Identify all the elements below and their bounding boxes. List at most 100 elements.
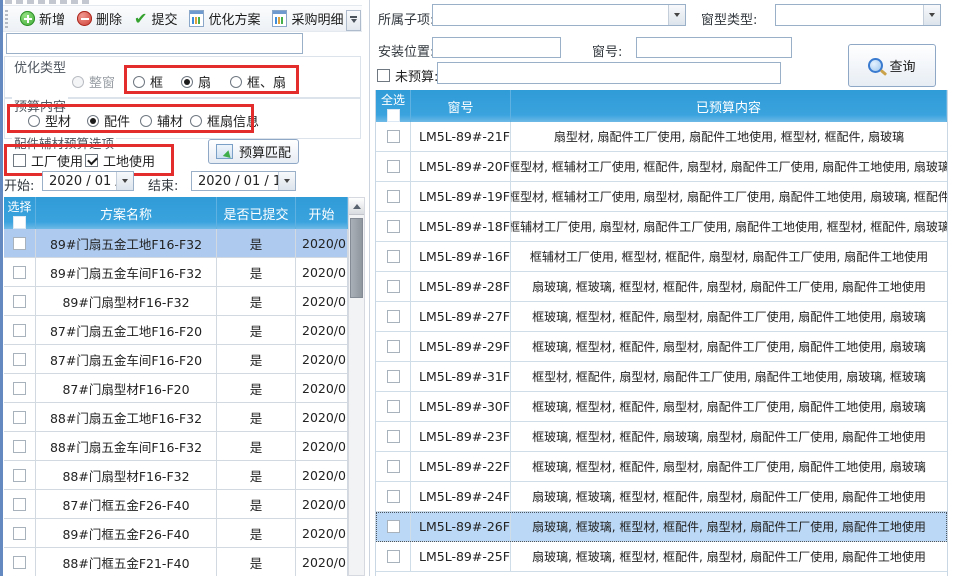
table-row[interactable]: LM5L-89#-30F28 框玻璃, 框型材, 框配件, 扇型材, 扇配件工厂… xyxy=(376,392,947,422)
table-row[interactable]: 88#门扇五金工地F16-F32 是 2020/0 xyxy=(4,403,348,432)
toolbar-overflow-button[interactable] xyxy=(346,10,361,31)
row-checkbox[interactable] xyxy=(386,520,400,533)
table-row[interactable]: 89#门扇五金车间F16-F32 是 2020/0 xyxy=(4,258,348,287)
start-date-dropdown-button[interactable] xyxy=(116,172,133,190)
row-checkbox[interactable] xyxy=(13,526,26,540)
window-type-dropdown[interactable] xyxy=(775,4,941,26)
select-all-checkbox[interactable] xyxy=(386,108,400,122)
row-checkbox[interactable] xyxy=(386,310,400,323)
table-row[interactable]: 89#门扇五金工地F16-F32 是 2020/0 xyxy=(4,229,348,258)
table-row[interactable]: 88#门扇型材F16-F32 是 2020/0 xyxy=(4,461,348,490)
checkbox-factory-use[interactable]: 工厂使用 xyxy=(13,151,83,170)
row-checkbox[interactable] xyxy=(386,280,400,293)
table-row[interactable]: LM5L-89#-25F23 扇玻璃, 框玻璃, 框型材, 框配件, 扇型材, … xyxy=(376,542,947,572)
row-checkbox[interactable] xyxy=(386,190,400,203)
row-checkbox[interactable] xyxy=(386,250,400,263)
no-budget-checkbox[interactable]: 未预算: xyxy=(377,66,438,85)
table-row[interactable]: LM5L-89#-23F21 框玻璃, 框型材, 框配件, 扇玻璃, 扇型材, … xyxy=(376,422,947,452)
optimize-plan-button[interactable]: 优化方案 xyxy=(183,7,266,30)
radio-accessory[interactable]: 配件 xyxy=(87,111,130,130)
row-checkbox[interactable] xyxy=(13,410,26,424)
row-checkbox[interactable] xyxy=(386,370,400,383)
row-checkbox[interactable] xyxy=(13,236,26,250)
row-checkbox[interactable] xyxy=(386,340,400,353)
row-checkbox[interactable] xyxy=(13,439,26,453)
plan-filter-input[interactable] xyxy=(6,33,303,54)
end-date-picker[interactable]: 2020 / 01 / 13 xyxy=(191,171,296,191)
table-row[interactable]: LM5L-89#-24F22 扇玻璃, 框玻璃, 框型材, 框配件, 扇型材, … xyxy=(376,482,947,512)
select-all-column-header[interactable]: 全选 xyxy=(376,90,411,122)
table-row[interactable]: 87#门扇五金车间F16-F20 是 2020/0 xyxy=(4,345,348,374)
table-row[interactable]: LM5L-89#-26F24 扇玻璃, 框玻璃, 框型材, 框配件, 扇型材, … xyxy=(376,512,947,542)
table-row[interactable]: LM5L-89#-18F16 框辅材工厂使用, 扇型材, 扇配件工厂使用, 扇配… xyxy=(376,212,947,242)
end-date-dropdown-button[interactable] xyxy=(278,172,295,190)
budgeted-content-cell: 框玻璃, 框型材, 框配件, 扇型材, 扇配件工厂使用, 扇配件工地使用, 扇玻… xyxy=(532,400,926,414)
delete-button[interactable]: 删除 xyxy=(71,7,128,30)
table-row[interactable]: 87#门扇五金工地F16-F20 是 2020/0 xyxy=(4,316,348,345)
add-button[interactable]: 新增 xyxy=(14,7,71,30)
table-row[interactable]: 87#门扇型材F16-F20 是 2020/0 xyxy=(4,374,348,403)
select-all-checkbox[interactable] xyxy=(13,215,26,229)
table-row[interactable]: LM5L-89#-20F18 框型材, 框辅材工厂使用, 框配件, 扇型材, 扇… xyxy=(376,152,947,182)
table-row[interactable]: 89#门扇型材F16-F32 是 2020/0 xyxy=(4,287,348,316)
radio-auxiliary[interactable]: 辅材 xyxy=(140,111,183,130)
row-checkbox[interactable] xyxy=(386,220,400,233)
row-checkbox[interactable] xyxy=(13,265,26,279)
row-checkbox[interactable] xyxy=(13,468,26,482)
table-row[interactable]: LM5L-89#-27F25 框玻璃, 框型材, 框配件, 扇型材, 扇配件工厂… xyxy=(376,302,947,332)
panel-splitter[interactable] xyxy=(369,0,370,576)
row-checkbox[interactable] xyxy=(386,550,400,563)
scrollbar-thumb[interactable] xyxy=(350,218,363,298)
checkbox-site-use[interactable]: 工地使用 xyxy=(85,151,155,170)
table-row[interactable]: LM5L-89#-22F20 框玻璃, 框型材, 框配件, 扇型材, 扇配件工厂… xyxy=(376,452,947,482)
row-checkbox[interactable] xyxy=(386,460,400,473)
submitted-column-header[interactable]: 是否已提交 xyxy=(217,197,296,229)
table-row[interactable]: LM5L-89#-19F17 框型材, 框辅材工厂使用, 扇型材, 扇配件工厂使… xyxy=(376,182,947,212)
query-button[interactable]: 查询 xyxy=(848,44,936,87)
window-no-column-header[interactable]: 窗号 xyxy=(411,90,511,122)
sub-item-dropdown-button[interactable] xyxy=(668,5,685,25)
table-row[interactable]: 88#门扇五金车间F16-F32 是 2020/0 xyxy=(4,432,348,461)
window-type-dropdown-button[interactable] xyxy=(923,5,940,25)
radio-whole-window[interactable]: 整窗 xyxy=(72,72,115,91)
table-row[interactable]: LM5L-89#-31F29 框型材, 框配件, 扇型材, 扇配件工厂使用, 扇… xyxy=(376,362,947,392)
budget-match-button[interactable]: 预算匹配 xyxy=(208,139,299,164)
no-budget-input[interactable] xyxy=(437,62,781,84)
toolbar-grip[interactable] xyxy=(5,9,8,28)
table-row[interactable]: LM5L-89#-16F15 框辅材工厂使用, 框型材, 框配件, 扇型材, 扇… xyxy=(376,242,947,272)
table-row[interactable]: 87#门框五金F26-F40 是 2020/0 xyxy=(4,490,348,519)
table-row[interactable]: LM5L-89#-28F26 扇玻璃, 框玻璃, 框型材, 框配件, 扇型材, … xyxy=(376,272,947,302)
row-checkbox[interactable] xyxy=(13,497,26,511)
select-column-header[interactable]: 选择 xyxy=(4,197,36,229)
row-checkbox[interactable] xyxy=(13,294,26,308)
sub-item-dropdown[interactable] xyxy=(432,4,686,26)
row-checkbox[interactable] xyxy=(386,400,400,413)
radio-frame-sash[interactable]: 框、扇 xyxy=(230,72,286,91)
start-date-picker[interactable]: 2020 / 01 / 1 xyxy=(42,171,134,191)
plan-name-column-header[interactable]: 方案名称 xyxy=(36,197,217,229)
window-no-cell: LM5L-89#-27F25 xyxy=(411,302,511,331)
budgeted-content-column-header[interactable]: 已预算内容 xyxy=(511,90,947,122)
table-row[interactable]: LM5L-89#-29F27 框玻璃, 框型材, 框配件, 扇型材, 扇配件工厂… xyxy=(376,332,947,362)
plan-table-scrollbar[interactable] xyxy=(348,197,365,576)
install-position-input[interactable] xyxy=(432,37,561,58)
window-no-input[interactable] xyxy=(636,37,792,58)
row-checkbox[interactable] xyxy=(13,352,26,366)
radio-frame-sash-info[interactable]: 框扇信息 xyxy=(190,111,259,130)
table-row[interactable]: LM5L-89#-21F19 扇型材, 扇配件工厂使用, 扇配件工地使用, 框型… xyxy=(376,122,947,152)
row-checkbox[interactable] xyxy=(386,490,400,503)
row-checkbox[interactable] xyxy=(386,130,400,143)
row-checkbox[interactable] xyxy=(386,430,400,443)
start-column-header[interactable]: 开始 xyxy=(296,197,348,229)
row-checkbox[interactable] xyxy=(13,555,26,569)
scroll-up-button[interactable] xyxy=(349,198,364,215)
row-checkbox[interactable] xyxy=(13,381,26,395)
radio-frame[interactable]: 框 xyxy=(133,72,163,91)
table-row[interactable]: 89#门框五金F26-F40 是 2020/0 xyxy=(4,519,348,548)
table-row[interactable]: 88#门框五金F21-F40 是 2020/0 xyxy=(4,548,348,576)
radio-profile[interactable]: 型材 xyxy=(28,111,71,130)
radio-sash[interactable]: 扇 xyxy=(181,72,211,91)
submit-button[interactable]: ✔ 提交 xyxy=(128,7,183,30)
row-checkbox[interactable] xyxy=(13,323,26,337)
row-checkbox[interactable] xyxy=(386,160,400,173)
